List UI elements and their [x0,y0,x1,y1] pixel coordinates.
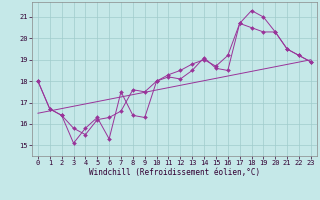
X-axis label: Windchill (Refroidissement éolien,°C): Windchill (Refroidissement éolien,°C) [89,168,260,177]
